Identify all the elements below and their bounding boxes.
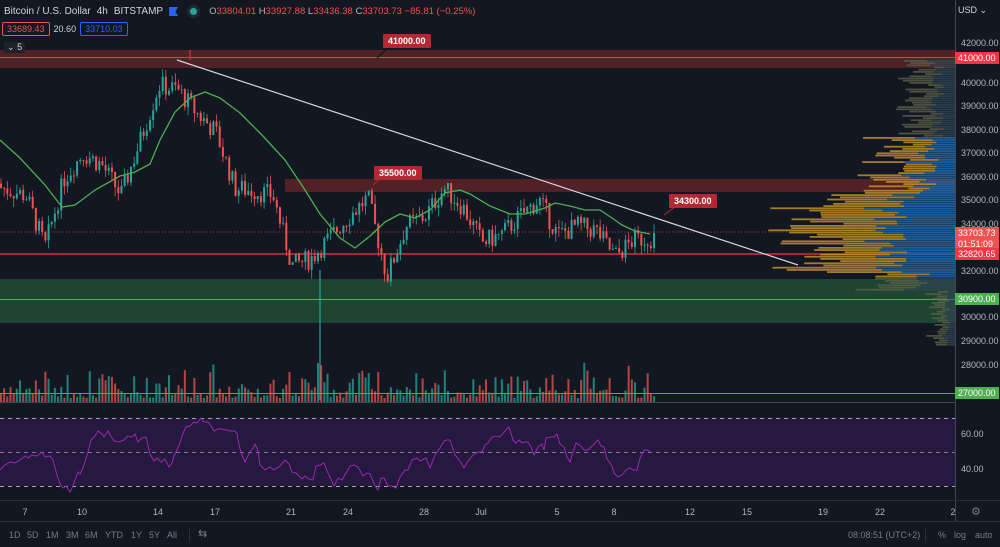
rsi-tick: 40.00	[961, 464, 984, 474]
timeframe-3m[interactable]: 3M	[66, 530, 79, 540]
time-tick: 17	[209, 507, 221, 517]
indicators-collapse-toggle[interactable]: ⌄ 5	[4, 42, 26, 53]
bottom-toolbar	[0, 521, 1000, 547]
price-tick: 36000.00	[961, 172, 999, 182]
symbol-header[interactable]: Bitcoin / U.S. Dollar 4h BITSTAMP O33804…	[4, 6, 475, 17]
buy-sell-row: 33689.43 20.60 33710.03	[2, 22, 128, 36]
time-tick: Jul	[475, 507, 487, 517]
resistance-zone-35500[interactable]	[285, 179, 955, 192]
settings-gear-icon[interactable]: ⚙	[971, 506, 981, 518]
price-tag-41000: 41000.00	[955, 52, 999, 64]
timeframe-5d[interactable]: 5D	[27, 530, 39, 540]
market-status-icon	[190, 8, 198, 15]
price-tick: 39000.00	[961, 101, 999, 111]
price-tag-32820: 32820.65	[955, 248, 999, 260]
candlesticks	[0, 69, 656, 400]
price-tick: 32000.00	[961, 266, 999, 276]
rsi-tick: 60.00	[961, 429, 984, 439]
log-toggle[interactable]: log	[954, 530, 967, 540]
time-tick: 2	[950, 507, 956, 517]
price-tick: 35000.00	[961, 195, 999, 205]
price-tick: 38000.00	[961, 125, 999, 135]
timeframe-1d[interactable]: 1D	[9, 530, 21, 540]
goto-date-icon[interactable]: ⇆	[198, 528, 208, 540]
interval[interactable]: 4h	[96, 6, 108, 17]
price-tag-last: 33703.73 01:51:09	[955, 227, 999, 251]
symbol-name[interactable]: Bitcoin / U.S. Dollar	[4, 6, 91, 17]
price-tick: 42000.00	[961, 38, 999, 48]
timeframe-6m[interactable]: 6M	[85, 530, 98, 540]
chevron-down-icon: ⌄	[7, 42, 15, 52]
annotation-35500[interactable]: 35500.00	[374, 166, 422, 180]
time-tick: 22	[874, 507, 886, 517]
timeframe-1y[interactable]: 1Y	[131, 530, 143, 540]
price-tick: 34000.00	[961, 219, 999, 229]
descending-trendline[interactable]	[176, 59, 799, 266]
clock[interactable]: 08:08:51 (UTC+2)	[848, 530, 921, 540]
buy-price-button[interactable]: 33710.03	[80, 22, 128, 36]
rsi-line	[0, 417, 653, 493]
timeframe-5y[interactable]: 5Y	[149, 530, 161, 540]
annotation-41000[interactable]: 41000.00	[383, 34, 431, 48]
timeframe-ytd[interactable]: YTD	[105, 530, 123, 540]
flag-icon[interactable]	[169, 7, 179, 16]
resistance-zone-41000[interactable]	[0, 50, 955, 68]
currency-selector[interactable]: USD ⌄	[958, 5, 988, 15]
time-tick: 15	[741, 507, 753, 517]
price-tick: 30000.00	[961, 312, 999, 322]
time-tick: 10	[76, 507, 88, 517]
price-tag-27000: 27000.00	[955, 387, 999, 399]
time-tick: 28	[418, 507, 430, 517]
price-tick: 37000.00	[961, 148, 999, 158]
time-tick: 21	[285, 507, 297, 517]
sell-price-button[interactable]: 33689.43	[2, 22, 50, 36]
time-tick: 8	[611, 507, 617, 517]
toolbar-divider	[925, 528, 926, 542]
toolbar-divider	[189, 528, 190, 542]
price-tick: 40000.00	[961, 78, 999, 88]
timeframe-all[interactable]: All	[167, 530, 178, 540]
auto-toggle[interactable]: auto	[975, 530, 993, 540]
volume-bars	[0, 362, 656, 402]
price-tick: 28000.00	[961, 360, 999, 370]
time-tick: 24	[342, 507, 354, 517]
annotation-34300[interactable]: 34300.00	[669, 194, 717, 208]
support-zone-30900[interactable]	[0, 279, 955, 323]
price-tick: 29000.00	[961, 336, 999, 346]
spread-value: 20.60	[53, 24, 77, 34]
price-tag-30900: 30900.00	[955, 293, 999, 305]
timeframe-1m[interactable]: 1M	[46, 530, 59, 540]
chevron-down-icon: ⌄	[979, 5, 988, 15]
time-tick: 12	[684, 507, 696, 517]
time-tick: 14	[152, 507, 164, 517]
ohlc-values: O33804.01 H33927.88 L33436.38 C33703.73 …	[209, 6, 476, 17]
moving-average-line	[0, 91, 651, 249]
time-tick: 7	[22, 507, 28, 517]
time-tick: 19	[817, 507, 829, 517]
volume-profile	[768, 60, 955, 346]
percent-toggle[interactable]: %	[938, 530, 947, 540]
exchange: BITSTAMP	[113, 6, 164, 17]
time-tick: 5	[554, 507, 560, 517]
